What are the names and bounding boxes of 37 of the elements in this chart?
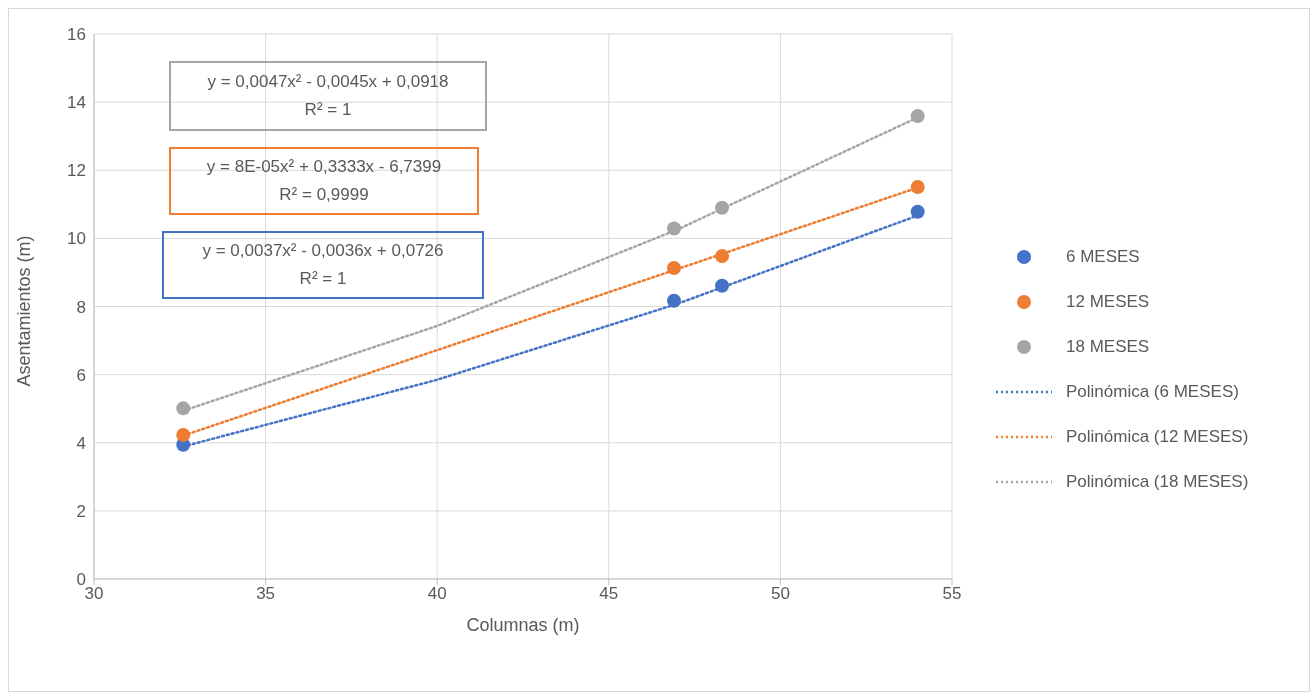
y-tick-label: 0	[76, 570, 86, 590]
legend-label: Polinómica (12 MESES)	[1066, 426, 1249, 447]
point	[667, 221, 682, 236]
point	[715, 249, 730, 264]
y-axis-title: Asentamientos (m)	[14, 235, 35, 387]
point	[176, 427, 191, 442]
point	[667, 293, 682, 308]
annotation: y = 8E-05x² + 0,3333x - 6,7399 R² = 0,9999	[205, 156, 443, 206]
y-tick-label: 12	[67, 161, 86, 181]
y-tick-label: 8	[76, 297, 86, 317]
point	[715, 200, 730, 215]
y-tick-label: 6	[76, 365, 86, 385]
point	[910, 204, 925, 219]
legend-label: 6 MESES	[1066, 246, 1140, 267]
y-tick-label: 16	[67, 25, 86, 45]
point	[910, 179, 925, 194]
legend-label: Polinómica (18 MESES)	[1066, 471, 1249, 492]
legend-label: Polinómica (6 MESES)	[1066, 381, 1239, 402]
x-tick-label: 55	[942, 584, 962, 604]
x-tick-label: 35	[256, 584, 276, 604]
annotation: y = 0,0047x² - 0,0045x + 0,0918 R² = 1	[206, 71, 450, 121]
x-tick-label: 30	[84, 584, 104, 604]
y-tick-label: 10	[67, 229, 86, 249]
point	[667, 261, 682, 276]
x-tick-label: 45	[599, 584, 619, 604]
point	[715, 278, 730, 293]
x-axis-title: Columnas (m)	[466, 615, 580, 635]
x-tick-label: 40	[427, 584, 447, 604]
y-tick-label: 2	[76, 501, 86, 521]
legend-label: 18 MESES	[1066, 336, 1150, 357]
x-tick-label: 50	[770, 584, 790, 604]
legend-label: 12 MESES	[1066, 291, 1150, 312]
point	[176, 401, 191, 416]
y-tick-label: 4	[76, 433, 86, 453]
annotation: y = 0,0037x² - 0,0036x + 0,0726 R² = 1	[201, 240, 445, 290]
point	[910, 109, 925, 124]
y-tick-label: 14	[67, 93, 86, 113]
